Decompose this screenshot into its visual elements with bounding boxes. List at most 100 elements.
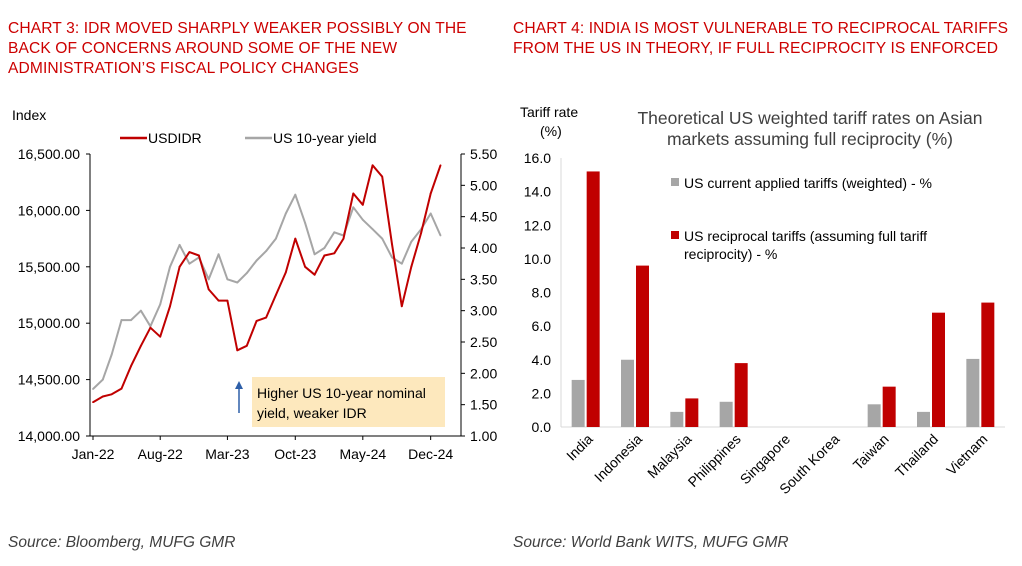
- chart3-usdidr-point: [110, 393, 113, 396]
- chart4-bar-current: [917, 411, 930, 427]
- chart3-ust10y-point: [120, 319, 123, 321]
- chart4-x-tick-label: Indonesia: [591, 431, 645, 485]
- chart3-usdidr-point: [381, 175, 384, 178]
- chart3-usdidr-point: [439, 164, 442, 167]
- chart3-usdidr-point: [255, 320, 258, 322]
- chart4-ylabel-line2: (%): [540, 123, 562, 139]
- chart4-bar-current: [867, 404, 881, 427]
- chart3-right-tick-label: 3.50: [470, 271, 497, 287]
- chart3-right-tick-label: 2.00: [470, 365, 497, 381]
- chart4-y-tick-label: 8.0: [532, 285, 552, 301]
- chart3-ust10y-point: [110, 353, 113, 356]
- chart3-ust10y-point: [92, 388, 94, 390]
- chart3-ust10y-point: [361, 218, 364, 221]
- chart3-right-tick-label: 1.50: [470, 397, 497, 413]
- chart3-left-tick-label: 15,500.00: [18, 259, 80, 275]
- chart4-bar-current: [966, 358, 980, 427]
- chart3-usdidr-point: [284, 271, 287, 274]
- chart3-x-tick-label: Oct-23: [274, 446, 316, 462]
- chart3-usdidr-point: [342, 237, 345, 240]
- chart3-x-tick-label: Aug-22: [138, 446, 183, 462]
- chart3-annotation-arrowhead: [235, 381, 243, 389]
- chart3-left-axis-title: Index: [12, 107, 46, 123]
- chart3-left-tick-label: 16,000.00: [18, 202, 80, 218]
- chart3-usdidr-point: [92, 401, 94, 404]
- chart3-legend-label-ust: US 10-year yield: [273, 130, 377, 146]
- chart3-annotation-line2: yield, weaker IDR: [257, 405, 367, 421]
- chart3-ust10y-point: [207, 278, 210, 281]
- chart3-usdidr-point: [178, 265, 181, 268]
- chart3-ust10y-point: [130, 319, 132, 321]
- chart3-right-tick-label: 5.00: [470, 177, 497, 193]
- chart4-x-tick-label: Malaysia: [644, 431, 695, 482]
- chart3-ust10y-point: [313, 253, 316, 256]
- chart3-ust10y-point: [101, 378, 104, 381]
- chart4-y-tick-label: 0.0: [532, 419, 552, 435]
- chart3-usdidr-point: [400, 305, 403, 308]
- chart4-y-tick-label: 6.0: [532, 318, 552, 334]
- chart3-ust10y-point: [245, 272, 248, 274]
- chart3-ust10y-point: [217, 253, 220, 256]
- chart4-x-tick-label: Taiwan: [850, 431, 892, 473]
- chart4-y-tick-label: 2.0: [532, 385, 552, 401]
- chart3-right-tick-label: 4.00: [470, 240, 497, 256]
- chart3-usdidr-point: [265, 316, 268, 319]
- chart3-right-tick-label: 3.00: [470, 303, 497, 319]
- chart3-usdidr-point: [130, 365, 132, 367]
- chart3-usdidr-point: [139, 344, 142, 347]
- chart4-legend-label-reciprocal-line1: US reciprocal tariffs (assuming full tar…: [684, 228, 927, 244]
- chart3-source: Source: Bloomberg, MUFG GMR: [8, 534, 236, 551]
- chart3-ust10y-point: [400, 262, 403, 265]
- chart3-annotation-line1: Higher US 10-year nominal: [257, 385, 426, 401]
- chart3-ust10y-point: [149, 325, 152, 328]
- chart3-usdidr-point: [217, 299, 220, 302]
- chart3-left-tick-label: 15,000.00: [18, 315, 80, 331]
- chart3-usdidr-point: [429, 192, 432, 195]
- chart3-ust10y-point: [371, 228, 374, 231]
- chart3-usdidr-point: [120, 387, 123, 390]
- chart3-ust10y-point: [304, 222, 307, 224]
- chart4-x-tick-label: Philippines: [685, 431, 744, 490]
- chart3-usdidr-point: [294, 237, 297, 240]
- chart4-x-tick-label: Thailand: [892, 431, 941, 480]
- chart3-x-tick-label: May-24: [339, 446, 386, 462]
- chart4-y-tick-label: 12.0: [524, 217, 551, 233]
- chart3-usdidr-point: [410, 265, 413, 268]
- chart3-usdidr-point: [323, 254, 326, 257]
- chart3-usdidr-point: [361, 203, 364, 206]
- chart3-usdidr-point: [159, 335, 162, 338]
- chart4-y-tick-label: 16.0: [524, 150, 551, 166]
- chart3-right-tick-label: 5.50: [470, 146, 497, 162]
- chart3-usdidr-point: [275, 294, 277, 296]
- chart3-ust10y-point: [159, 303, 162, 306]
- chart3-ust10y-point: [323, 247, 326, 249]
- chart3-heading: CHART 3: IDR MOVED SHARPLY WEAKER POSSIB…: [8, 20, 467, 77]
- chart4-x-tick-label: India: [563, 431, 596, 464]
- chart3-series-usdidr-line: [92, 164, 442, 404]
- chart3-ust10y-point: [236, 281, 239, 284]
- chart4-bar-reciprocal: [981, 302, 995, 427]
- chart4-source: Source: World Bank WITS, MUFG GMR: [513, 534, 789, 551]
- chart4: Tariff rate (%) Theoretical US weighted …: [520, 104, 1005, 497]
- chart3-usdidr-point: [188, 251, 191, 254]
- chart4-x-tick-label: Vietnam: [943, 431, 990, 478]
- chart4-bar-current: [621, 359, 634, 427]
- chart3: Index 14,000.00 14,500.00 15,000.00 15,500.…: [12, 107, 497, 462]
- chart4-bar-current: [719, 401, 733, 427]
- chart3-ust10y-point: [391, 256, 393, 259]
- chart4-bar-current: [571, 379, 585, 427]
- chart4-bar-reciprocal: [932, 312, 945, 427]
- chart4-legend-label-reciprocal-line2: reciprocity) - %: [684, 246, 777, 262]
- chart4-y-tick-label: 14.0: [524, 184, 551, 200]
- chart3-ust10y-point: [333, 231, 336, 234]
- chart4-bar-reciprocal: [685, 398, 699, 427]
- chart3-usdidr-point: [420, 232, 423, 234]
- chart4-ylabel-line1: Tariff rate: [520, 104, 578, 120]
- chart3-usdidr-point: [101, 395, 104, 398]
- chart3-annotation-box: [252, 377, 445, 427]
- chart3-ust10y-point: [265, 250, 268, 253]
- chart3-ust10y-point: [352, 206, 355, 209]
- chart4-legend-label-current: US current applied tariffs (weighted) - …: [684, 175, 932, 191]
- chart4-y-tick-label: 4.0: [532, 352, 552, 368]
